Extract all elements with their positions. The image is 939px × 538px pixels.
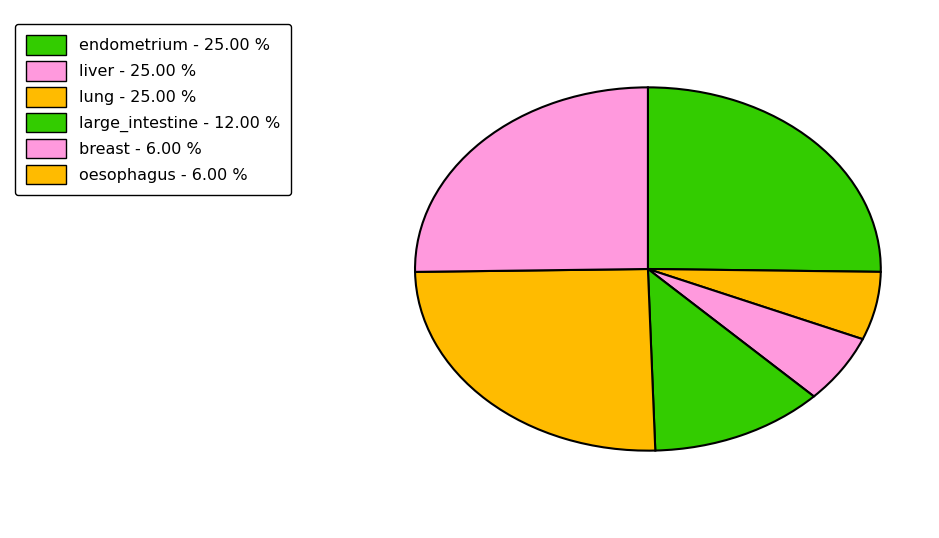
Legend: endometrium - 25.00 %, liver - 25.00 %, lung - 25.00 %, large_intestine - 12.00 : endometrium - 25.00 %, liver - 25.00 %, …	[15, 24, 291, 195]
Wedge shape	[415, 269, 655, 451]
Wedge shape	[648, 269, 881, 339]
Wedge shape	[648, 269, 863, 397]
Wedge shape	[648, 269, 814, 450]
Wedge shape	[415, 87, 648, 272]
Wedge shape	[648, 87, 881, 272]
